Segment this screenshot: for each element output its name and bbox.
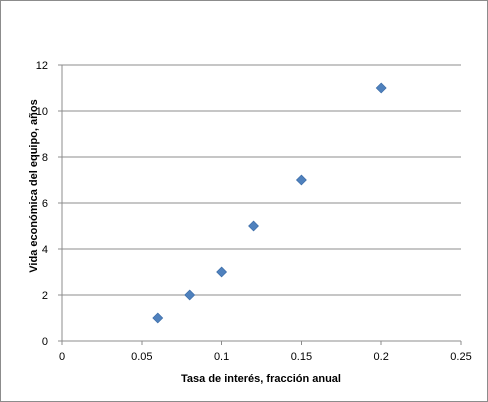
x-tick-label: 0.05 bbox=[131, 351, 152, 363]
data-point bbox=[375, 82, 387, 94]
x-tick-label: 0.25 bbox=[450, 351, 471, 363]
y-axis-title: Vida económica del equipo, años bbox=[28, 99, 40, 272]
y-tick-label: 12 bbox=[36, 60, 48, 72]
x-tick-label: 0.1 bbox=[214, 351, 229, 363]
y-tick-label: 0 bbox=[42, 336, 48, 348]
data-point bbox=[216, 266, 228, 278]
gridlines bbox=[62, 64, 461, 296]
x-tick-labels: 0 0.05 0.1 0.15 0.2 0.25 bbox=[59, 351, 472, 363]
x-axis-title: Tasa de interés, fracción anual bbox=[181, 373, 341, 385]
y-tick-label: 6 bbox=[42, 198, 48, 210]
y-tick-label: 2 bbox=[42, 290, 48, 302]
data-points bbox=[152, 82, 387, 324]
x-tick-label: 0.2 bbox=[374, 351, 389, 363]
data-point bbox=[248, 220, 259, 232]
y-tick-label: 8 bbox=[42, 152, 48, 164]
data-point bbox=[152, 312, 164, 324]
x-tick-label: 0 bbox=[59, 351, 65, 363]
data-point bbox=[295, 174, 307, 186]
y-tick-label: 4 bbox=[42, 244, 48, 256]
y-tick-labels: 0 2 4 6 8 10 12 bbox=[36, 60, 48, 348]
x-tick-label: 0.15 bbox=[291, 351, 312, 363]
axes bbox=[58, 64, 462, 345]
y-tick-label: 10 bbox=[36, 106, 48, 118]
data-point bbox=[184, 289, 196, 301]
